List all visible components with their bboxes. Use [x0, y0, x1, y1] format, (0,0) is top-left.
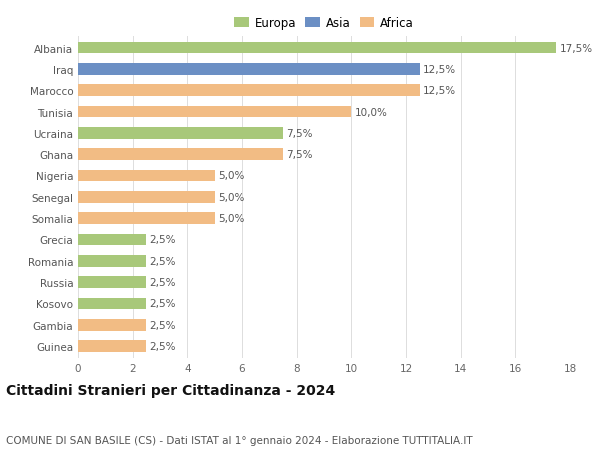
Text: 5,0%: 5,0% — [218, 171, 244, 181]
Text: 7,5%: 7,5% — [286, 129, 313, 139]
Bar — [78, 319, 146, 331]
Bar — [78, 277, 146, 288]
Text: 2,5%: 2,5% — [149, 299, 176, 309]
Text: 10,0%: 10,0% — [355, 107, 388, 117]
Bar — [78, 255, 146, 267]
Text: COMUNE DI SAN BASILE (CS) - Dati ISTAT al 1° gennaio 2024 - Elaborazione TUTTITA: COMUNE DI SAN BASILE (CS) - Dati ISTAT a… — [6, 435, 473, 445]
Text: 2,5%: 2,5% — [149, 256, 176, 266]
Text: 17,5%: 17,5% — [560, 44, 593, 53]
Text: Cittadini Stranieri per Cittadinanza - 2024: Cittadini Stranieri per Cittadinanza - 2… — [6, 383, 335, 397]
Bar — [78, 106, 352, 118]
Bar — [78, 191, 215, 203]
Text: 12,5%: 12,5% — [423, 65, 456, 75]
Bar — [78, 149, 283, 161]
Bar — [78, 213, 215, 224]
Text: 2,5%: 2,5% — [149, 278, 176, 287]
Bar — [78, 85, 419, 97]
Bar — [78, 64, 419, 76]
Bar — [78, 128, 283, 140]
Text: 7,5%: 7,5% — [286, 150, 313, 160]
Text: 5,0%: 5,0% — [218, 213, 244, 224]
Text: 2,5%: 2,5% — [149, 235, 176, 245]
Bar — [78, 341, 146, 352]
Bar — [78, 298, 146, 310]
Text: 2,5%: 2,5% — [149, 341, 176, 351]
Text: 12,5%: 12,5% — [423, 86, 456, 96]
Bar — [78, 170, 215, 182]
Bar — [78, 234, 146, 246]
Text: 5,0%: 5,0% — [218, 192, 244, 202]
Legend: Europa, Asia, Africa: Europa, Asia, Africa — [231, 14, 417, 34]
Text: 2,5%: 2,5% — [149, 320, 176, 330]
Bar — [78, 43, 556, 54]
